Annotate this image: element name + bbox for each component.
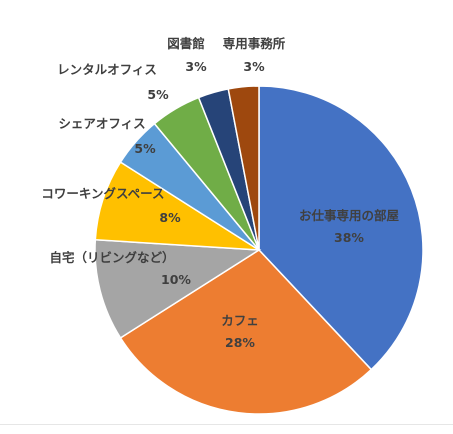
slice-label-6: レンタルオフィス [57, 62, 157, 77]
bottom-divider [0, 424, 453, 425]
pie-labels: お仕事専用の部屋 38% カフェ 28% 自宅（リビングなど） 10% コワーキングスペース… [41, 36, 399, 350]
slice-label-5: シェアオフィス [58, 116, 145, 131]
pie-slice-2 [119, 249, 373, 415]
slice-label-8: 専用事務所 [223, 36, 286, 51]
pie-slice-8 [227, 85, 260, 251]
slice-label-2: カフェ [221, 313, 259, 328]
pie-slices [94, 85, 424, 415]
slice-value-label-4: 8% [159, 210, 181, 225]
slice-value-label-3: 10% [161, 272, 191, 287]
slice-value-label-2: 28% [225, 335, 255, 350]
slice-value-label-7: 3% [185, 59, 207, 74]
pie-slice-3 [94, 238, 262, 339]
slice-value-label-6: 5% [147, 87, 169, 102]
slice-label-3: 自宅（リビングなど） [49, 250, 174, 265]
slice-value-label-1: 38% [334, 230, 364, 245]
slice-value-label-8: 3% [243, 59, 265, 74]
slice-label-1: お仕事専用の部屋 [299, 208, 400, 223]
slice-label-4: コワーキングスペース [41, 186, 164, 201]
slice-value-label-5: 5% [134, 141, 156, 156]
pie-slice-1 [258, 85, 424, 371]
slice-label-7: 図書館 [167, 36, 205, 51]
